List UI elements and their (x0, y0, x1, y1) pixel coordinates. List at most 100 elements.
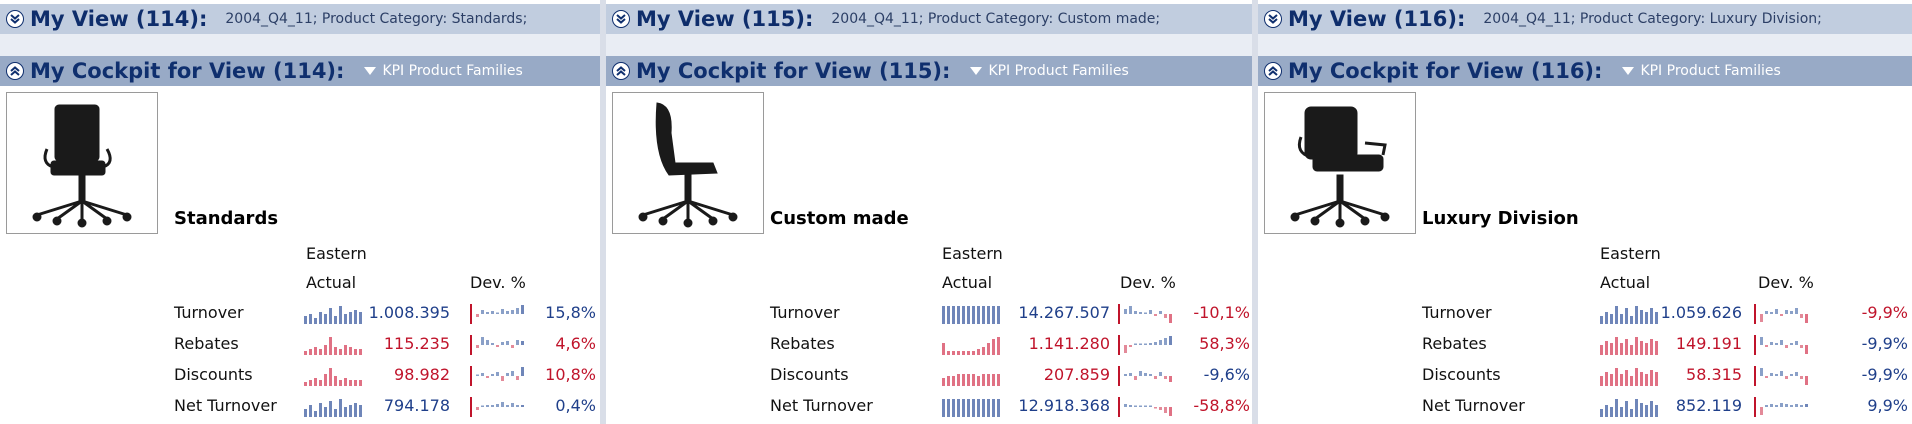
sparkbar-bar (359, 312, 362, 324)
cockpit-header-bar: My Cockpit for View (116): KPI Product Fa… (1258, 56, 1912, 86)
deviation-sparkbar (1118, 366, 1172, 386)
sparkbar-bar (977, 376, 980, 386)
kpi-row-label: Discounts (770, 365, 849, 384)
collapse-view-icon[interactable] (1264, 10, 1282, 28)
actual-sparkbar (1600, 399, 1658, 417)
kpi-dropdown-label: KPI Product Families (1640, 63, 1781, 79)
deviation-bar (1169, 407, 1172, 416)
collapse-view-icon[interactable] (612, 10, 630, 28)
cockpit-title: My Cockpit for View (114): (30, 59, 345, 83)
deviation-bar (476, 314, 479, 317)
sparkbar-bar (982, 374, 985, 386)
view-info: 2004_Q4_11; Product Category: Luxury Div… (1483, 11, 1822, 27)
deviation-bar (491, 343, 494, 345)
deviation-bar (491, 311, 494, 314)
cockpit-title: My Cockpit for View (115): (636, 59, 951, 83)
sparkbar-bar (329, 401, 332, 417)
kpi-dropdown[interactable]: KPI Product Families (970, 63, 1129, 79)
deviation-sparkbar (1754, 335, 1808, 355)
header-gap (0, 34, 600, 56)
deviation-sparkbar (1754, 304, 1808, 324)
sparkbar-bar (1625, 308, 1628, 324)
deviation-bar (506, 373, 509, 376)
deviation-bar (486, 376, 489, 378)
chair-icon (1290, 106, 1390, 228)
sparkbar-bar (972, 374, 975, 386)
sparkbar-bar (947, 351, 950, 355)
sparkbar-bar (962, 374, 965, 386)
sparkbar-bar (967, 306, 970, 324)
view-info: 2004_Q4_11; Product Category: Custom mad… (831, 11, 1161, 27)
sparkbar-bar (1645, 312, 1648, 324)
deviation-bar (501, 309, 504, 314)
actual-value: 1.008.395 (368, 303, 450, 322)
expand-cockpit-icon[interactable] (6, 62, 24, 80)
sparkbar-bar (324, 345, 327, 355)
sparkbar-bar (334, 347, 337, 355)
sparkbar-bar (1620, 374, 1623, 386)
sparkbar-bar (977, 399, 980, 417)
deviation-bar (1770, 312, 1773, 314)
header-gap (606, 34, 1252, 56)
sparkbar-bar (359, 405, 362, 417)
cockpit-header-bar: My Cockpit for View (114): KPI Product Fa… (0, 56, 600, 86)
sparkbar-bar (987, 374, 990, 386)
actual-value: 207.859 (1043, 365, 1110, 384)
deviation-value: -9,6% (1203, 365, 1250, 384)
kpi-dropdown[interactable]: KPI Product Families (364, 63, 523, 79)
sparkbar-bar (1610, 374, 1613, 386)
actual-value: 149.191 (1675, 334, 1742, 353)
deviation-bar (1144, 405, 1147, 407)
sparkbar-bar (1600, 409, 1603, 417)
actual-sparkbar (304, 306, 362, 324)
sparkbar-bar (309, 380, 312, 386)
deviation-bar (1129, 306, 1132, 314)
sparkbar-bar (952, 306, 955, 324)
deviation-bar (501, 402, 504, 407)
deviation-bar (1765, 405, 1768, 407)
collapse-view-icon[interactable] (6, 10, 24, 28)
sparkbar-bar (314, 411, 317, 417)
deviation-bar (486, 405, 489, 407)
sparkbar-bar (942, 399, 945, 417)
deviation-value: -9,9% (1861, 334, 1908, 353)
deviation-sparkbar (1118, 335, 1172, 355)
chair-icon (638, 102, 738, 228)
deviation-bar (1800, 345, 1803, 348)
kpi-row-label: Net Turnover (770, 396, 873, 415)
deviation-bar (1795, 308, 1798, 314)
deviation-bar (506, 405, 509, 407)
deviation-bar (1785, 376, 1788, 379)
sparkbar-bar (992, 306, 995, 324)
sparkbar-bar (947, 399, 950, 417)
deviation-bar (511, 345, 514, 348)
deviation-bar (1144, 312, 1147, 314)
sparkbar-bar (359, 380, 362, 386)
deviation-sparkbar (1754, 397, 1808, 417)
deviation-bar (1790, 343, 1793, 345)
sparkbar-bar (1655, 405, 1658, 417)
kpi-dropdown[interactable]: KPI Product Families (1622, 63, 1781, 79)
sparkbar-bar (1650, 308, 1653, 324)
deviation-bar (1790, 405, 1793, 407)
expand-cockpit-icon[interactable] (1264, 62, 1282, 80)
sparkbar-bar (1620, 343, 1623, 355)
deviation-bar (1765, 376, 1768, 378)
sparkbar-bar (1650, 339, 1653, 355)
deviation-bar (1139, 371, 1142, 376)
kpi-row-label: Rebates (174, 334, 239, 353)
sparkbar-bar (334, 409, 337, 417)
sparkbar-bar (349, 312, 352, 324)
deviation-bar (476, 345, 479, 348)
actual-value: 794.178 (383, 396, 450, 415)
deviation-bar (1164, 376, 1167, 379)
sparkbar-bar (992, 374, 995, 386)
deviation-bar (496, 404, 499, 407)
expand-cockpit-icon[interactable] (612, 62, 630, 80)
sparkbar-bar (349, 347, 352, 355)
sparkbar-bar (309, 405, 312, 417)
view-title: My View (115): (636, 7, 814, 31)
kpi-row-label: Net Turnover (1422, 396, 1525, 415)
deviation-bar (1765, 345, 1768, 347)
kpi-row-label: Discounts (174, 365, 253, 384)
